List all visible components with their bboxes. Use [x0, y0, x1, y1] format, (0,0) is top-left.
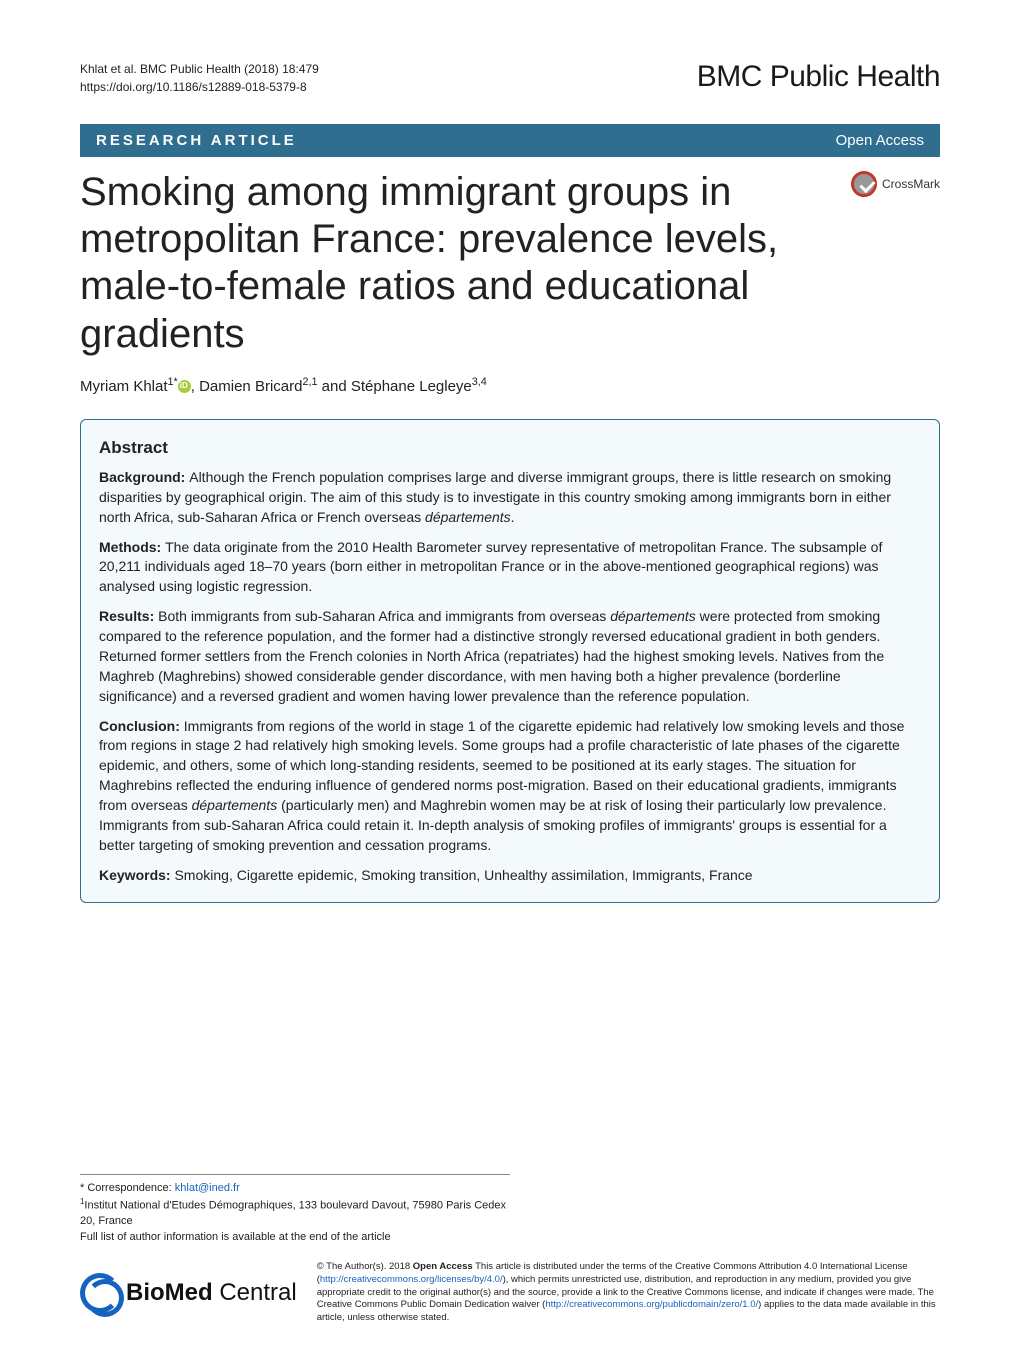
- conclusion-label: Conclusion:: [99, 718, 184, 734]
- results-text-italic: départements: [610, 608, 696, 624]
- article-type-bar: RESEARCH ARTICLE Open Access: [80, 124, 940, 157]
- footer-block: * Correspondence: khlat@ined.fr 1Institu…: [80, 1174, 940, 1325]
- author-1: Myriam Khlat: [80, 378, 168, 395]
- logo-text-a: BioMed: [126, 1279, 213, 1306]
- article-title: Smoking among immigrant groups in metrop…: [80, 169, 818, 358]
- abstract-conclusion: Conclusion: Immigrants from regions of t…: [99, 717, 921, 856]
- conclusion-text-italic: départements: [192, 797, 278, 813]
- license-row: BioMed Central © The Author(s). 2018 Ope…: [80, 1261, 940, 1325]
- abstract-heading: Abstract: [99, 436, 921, 460]
- background-text-c: .: [511, 509, 515, 525]
- logo-text-b: Central: [213, 1279, 297, 1306]
- correspondence-email-link[interactable]: khlat@ined.fr: [175, 1182, 240, 1194]
- keywords-label: Keywords:: [99, 867, 174, 883]
- citation-line: Khlat et al. BMC Public Health (2018) 18…: [80, 60, 319, 78]
- abstract-keywords: Keywords: Smoking, Cigarette epidemic, S…: [99, 866, 921, 886]
- author-3-affil: 3,4: [472, 376, 487, 388]
- license-link-1[interactable]: http://creativecommons.org/licenses/by/4…: [320, 1274, 503, 1285]
- license-prefix: © The Author(s). 2018: [317, 1261, 413, 1272]
- title-row: Smoking among immigrant groups in metrop…: [80, 157, 940, 358]
- orcid-icon[interactable]: [178, 380, 191, 393]
- results-text-a: Both immigrants from sub-Saharan Africa …: [158, 608, 610, 624]
- correspondence-block: * Correspondence: khlat@ined.fr 1Institu…: [80, 1174, 510, 1245]
- abstract-methods: Methods: The data originate from the 201…: [99, 538, 921, 598]
- crossmark-badge[interactable]: CrossMark: [830, 171, 940, 197]
- abstract-box: Abstract Background: Although the French…: [80, 419, 940, 903]
- correspondence-label: * Correspondence:: [80, 1182, 175, 1194]
- background-text-italic: départements: [425, 509, 511, 525]
- header-row: Khlat et al. BMC Public Health (2018) 18…: [80, 60, 940, 96]
- full-author-list-note: Full list of author information is avail…: [80, 1230, 510, 1245]
- background-label: Background:: [99, 469, 189, 485]
- journal-name: BMC Public Health: [697, 60, 940, 94]
- article-type-label: RESEARCH ARTICLE: [96, 132, 297, 149]
- keywords-text: Smoking, Cigarette epidemic, Smoking tra…: [174, 867, 752, 883]
- doi-line: https://doi.org/10.1186/s12889-018-5379-…: [80, 78, 319, 96]
- abstract-results: Results: Both immigrants from sub-Sahara…: [99, 607, 921, 706]
- crossmark-label: CrossMark: [882, 177, 940, 191]
- citation-block: Khlat et al. BMC Public Health (2018) 18…: [80, 60, 319, 96]
- license-oa-bold: Open Access: [413, 1261, 473, 1272]
- methods-label: Methods:: [99, 539, 165, 555]
- crossmark-icon: [851, 171, 877, 197]
- author-1-affil: 1*: [168, 376, 178, 388]
- author-2: , Damien Bricard: [191, 378, 303, 395]
- biomed-central-logo: BioMed Central: [80, 1273, 297, 1313]
- abstract-background: Background: Although the French populati…: [99, 468, 921, 528]
- author-line: Myriam Khlat1* , Damien Bricard2,1 and St…: [80, 376, 940, 395]
- results-label: Results:: [99, 608, 158, 624]
- open-access-label: Open Access: [836, 132, 924, 149]
- license-link-2[interactable]: http://creativecommons.org/publicdomain/…: [545, 1299, 758, 1310]
- page: Khlat et al. BMC Public Health (2018) 18…: [0, 0, 1020, 1355]
- methods-text: The data originate from the 2010 Health …: [99, 539, 882, 595]
- affil-text: Institut National d'Etudes Démographique…: [80, 1200, 506, 1227]
- author-3: and Stéphane Legleye: [317, 378, 471, 395]
- author-2-affil: 2,1: [302, 376, 317, 388]
- biomed-swirl-icon: [80, 1273, 120, 1313]
- license-text: © The Author(s). 2018 Open Access This a…: [317, 1261, 940, 1325]
